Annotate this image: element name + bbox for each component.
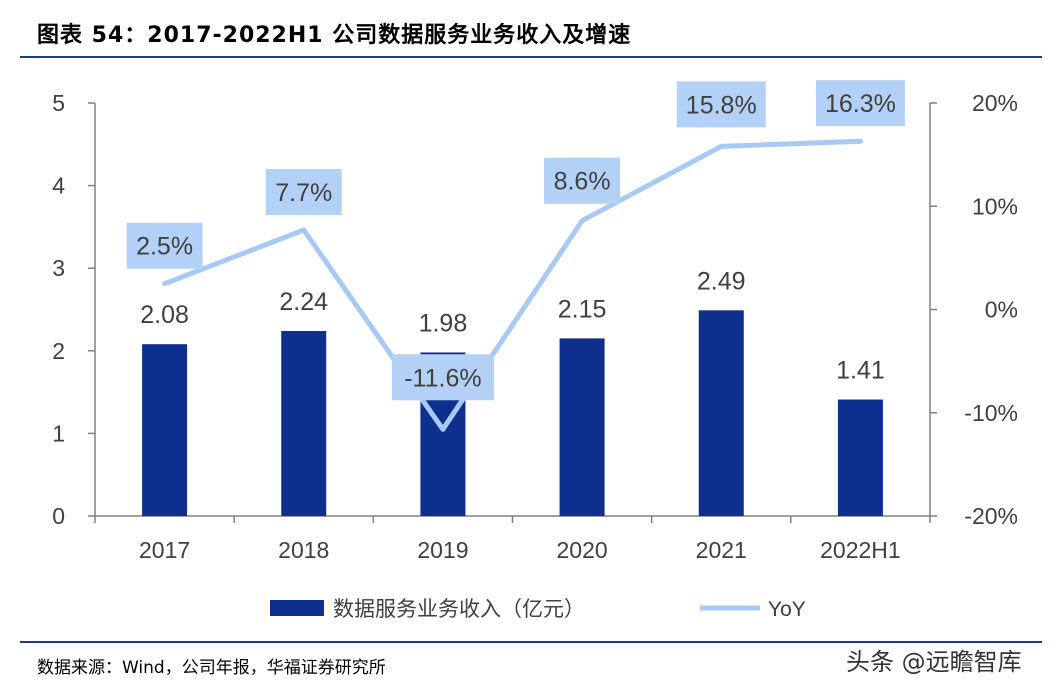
yoy-label-box bbox=[676, 81, 766, 128]
y-left-tick-label: 4 bbox=[52, 173, 65, 199]
bar-value-label: 2.15 bbox=[558, 295, 607, 323]
y-right-tick-label: -10% bbox=[964, 400, 1018, 426]
bar bbox=[837, 399, 883, 516]
bar bbox=[142, 344, 188, 516]
yoy-value-label: 16.3% bbox=[825, 90, 896, 118]
y-right-tick-label: 0% bbox=[985, 297, 1018, 323]
yoy-label-box bbox=[544, 157, 621, 204]
axes: 0 1 2 3 4 5 -20% -10% 0% 10% 20% 2017 2018 2019 2020 20… bbox=[52, 90, 1018, 563]
y-left-tick-label: 2 bbox=[52, 338, 65, 364]
bar-value-label: 1.41 bbox=[836, 357, 885, 385]
yoy-line bbox=[162, 138, 863, 432]
bar bbox=[559, 338, 605, 516]
bar-value-label: 1.98 bbox=[419, 309, 468, 337]
yoy-value-label: 8.6% bbox=[554, 168, 611, 196]
x-tick-label: 2022H1 bbox=[820, 537, 901, 563]
x-tick-label: 2018 bbox=[278, 537, 329, 563]
y-left-tick-label: 5 bbox=[52, 90, 65, 116]
bars bbox=[142, 310, 883, 516]
x-tick-label: 2020 bbox=[556, 537, 607, 563]
y-left-tick-label: 1 bbox=[52, 420, 65, 446]
bar bbox=[698, 310, 744, 516]
x-tick-label: 2021 bbox=[696, 537, 747, 563]
x-tick-label: 2017 bbox=[139, 537, 190, 563]
y-right-tick-label: 20% bbox=[972, 90, 1018, 116]
bar-value-label: 2.24 bbox=[279, 288, 328, 316]
bar-value-label: 2.49 bbox=[697, 267, 746, 295]
source-note: 数据来源：Wind，公司年报，华福证券研究所 bbox=[37, 658, 386, 678]
legend-bar-swatch bbox=[270, 600, 324, 616]
yoy-value-label: -11.6% bbox=[404, 364, 481, 392]
y-left-tick-label: 3 bbox=[52, 255, 65, 281]
y-right-tick-label: 10% bbox=[972, 193, 1018, 219]
x-tick-label: 2019 bbox=[417, 537, 468, 563]
yoy-value-label: 15.8% bbox=[686, 91, 757, 119]
legend-bar-label: 数据服务业务收入（亿元） bbox=[333, 598, 585, 621]
bar bbox=[281, 330, 327, 516]
legend-line-label: YoY bbox=[768, 598, 806, 621]
bar-labels: 2.08 2.24 1.98 2.15 2.49 1.41 bbox=[140, 267, 885, 384]
y-left-tick-label: 0 bbox=[52, 503, 65, 529]
title-rule bbox=[20, 56, 1042, 58]
footer-rule bbox=[20, 641, 1042, 643]
legend: 数据服务业务收入（亿元） YoY bbox=[270, 598, 806, 621]
yoy-line-group bbox=[162, 138, 863, 432]
watermark: 头条 @远瞻智库 bbox=[846, 648, 1022, 676]
yoy-label-box bbox=[126, 222, 203, 269]
y-right-tick-label: -20% bbox=[964, 503, 1018, 529]
chart-title: 图表 54：2017-2022H1 公司数据服务业务收入及增速 bbox=[37, 23, 632, 48]
yoy-label-box bbox=[815, 80, 905, 127]
yoy-value-label: 2.5% bbox=[136, 233, 193, 261]
yoy-label-box bbox=[265, 168, 342, 215]
yoy-label-box bbox=[391, 354, 494, 401]
yoy-labels: 2.5% 7.7% -11.6% 8.6% 15.8% 16.3% bbox=[126, 80, 905, 401]
bar-value-label: 2.08 bbox=[140, 301, 189, 329]
yoy-value-label: 7.7% bbox=[275, 179, 332, 207]
